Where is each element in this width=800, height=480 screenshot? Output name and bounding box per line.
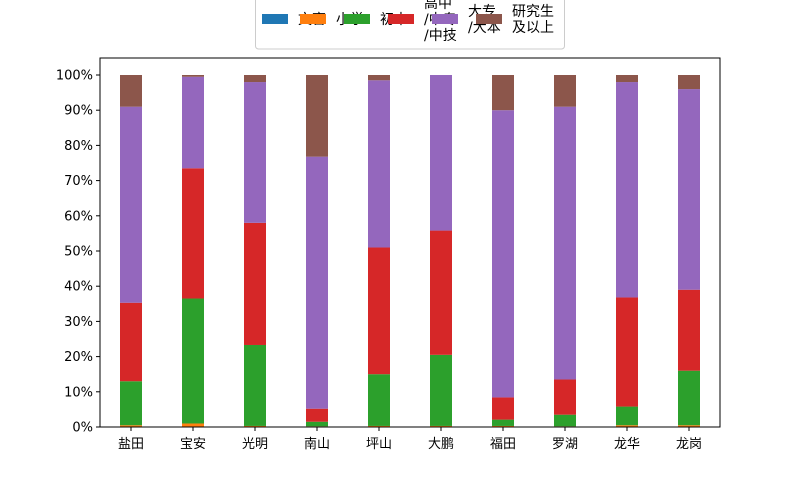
bar-segment-3-3 [306, 408, 328, 422]
bar-segment-5-3 [430, 230, 452, 355]
bar-segment-1-1 [182, 423, 204, 427]
legend-swatch-3 [388, 14, 414, 24]
bar-segment-2-4 [244, 82, 266, 223]
y-tick-label-2: 20% [64, 350, 93, 365]
bar-segment-3-2 [306, 421, 328, 427]
bar-segment-2-2 [244, 344, 266, 426]
bar-segment-5-4 [430, 75, 452, 231]
legend-label-5: 研究生及以上 [512, 4, 554, 36]
bar-segment-6-4 [492, 110, 514, 398]
x-tick-label-2: 光明 [242, 437, 268, 452]
bar-segment-9-1 [678, 425, 700, 427]
bar-segment-9-4 [678, 89, 700, 290]
bar-segment-0-2 [120, 381, 142, 426]
bar-segment-1-3 [182, 168, 204, 299]
x-tick-label-3: 南山 [304, 436, 330, 452]
bar-segment-8-1 [616, 425, 638, 427]
bar-segment-8-2 [616, 406, 638, 426]
bar-segment-5-1 [430, 425, 452, 427]
bar-segment-2-3 [244, 222, 266, 345]
bar-segment-6-3 [492, 397, 514, 420]
y-tick-label-3: 30% [64, 315, 93, 330]
bar-segment-5-2 [430, 354, 452, 426]
bar-segment-1-5 [182, 75, 204, 77]
bar-segment-2-5 [244, 75, 266, 83]
bar-segment-3-4 [306, 156, 328, 409]
bar-segment-9-3 [678, 289, 700, 371]
bar-segment-2-1 [244, 425, 266, 427]
x-tick-label-1: 宝安 [180, 437, 206, 452]
bar-segment-6-1 [492, 425, 514, 427]
bar-segment-1-4 [182, 76, 204, 169]
bar-segment-0-4 [120, 106, 142, 303]
bar-segment-7-5 [554, 75, 576, 107]
bar-segment-7-3 [554, 379, 576, 415]
y-tick-label-1: 10% [64, 385, 93, 400]
plot-frame [99, 57, 721, 428]
bar-segment-1-2 [182, 298, 204, 424]
x-axis: 盐田 宝安 光明 南山 坪山 大鹏 福田 罗湖 龙华 龙岗 [118, 427, 702, 452]
y-tick-label-8: 80% [64, 139, 93, 154]
bar-segment-4-3 [368, 247, 390, 375]
legend-box [255, 0, 565, 50]
bar-segment-8-5 [616, 75, 638, 83]
x-tick-label-8: 龙华 [614, 437, 640, 452]
x-tick-label-4: 坪山 [366, 437, 392, 452]
bar-segment-4-1 [368, 425, 390, 427]
y-tick-label-0: 0% [72, 421, 93, 436]
bar-segment-4-5 [368, 75, 390, 81]
bar-segment-0-1 [120, 425, 142, 427]
y-tick-label-9: 90% [64, 104, 93, 119]
bar-segment-3-5 [306, 75, 328, 157]
bar-segment-7-4 [554, 106, 576, 380]
y-tick-label-6: 60% [64, 209, 93, 224]
bar-segment-0-5 [120, 75, 142, 107]
x-tick-label-7: 罗湖 [552, 437, 578, 452]
bar-segment-6-5 [492, 75, 514, 111]
bars-group [120, 75, 700, 427]
bar-segment-0-3 [120, 302, 142, 382]
bar-segment-6-2 [492, 419, 514, 426]
legend-swatch-0 [262, 14, 288, 24]
x-tick-label-9: 龙岗 [676, 437, 702, 452]
bar-segment-7-2 [554, 414, 576, 427]
bar-segment-8-3 [616, 297, 638, 407]
bar-segment-8-4 [616, 82, 638, 298]
legend-swatch-5 [476, 14, 502, 24]
bar-segment-9-5 [678, 75, 700, 90]
y-tick-label-5: 50% [64, 245, 93, 260]
legend-swatch-2 [344, 14, 370, 24]
y-axis: 0% 10% 20% 30% 40% 50% 60% 70% 80% 90% 100% [56, 69, 100, 436]
y-tick-label-4: 40% [64, 280, 93, 295]
y-tick-label-7: 70% [64, 174, 93, 189]
legend-swatch-1 [300, 14, 326, 24]
x-tick-label-5: 大鹏 [428, 437, 454, 452]
bar-segment-9-2 [678, 370, 700, 426]
bar-segment-4-4 [368, 80, 390, 248]
legend-swatch-4 [432, 14, 458, 24]
y-tick-label-10: 100% [56, 69, 93, 84]
bar-segment-4-2 [368, 374, 390, 426]
x-tick-label-6: 福田 [490, 437, 516, 452]
x-tick-label-0: 盐田 [118, 437, 144, 452]
